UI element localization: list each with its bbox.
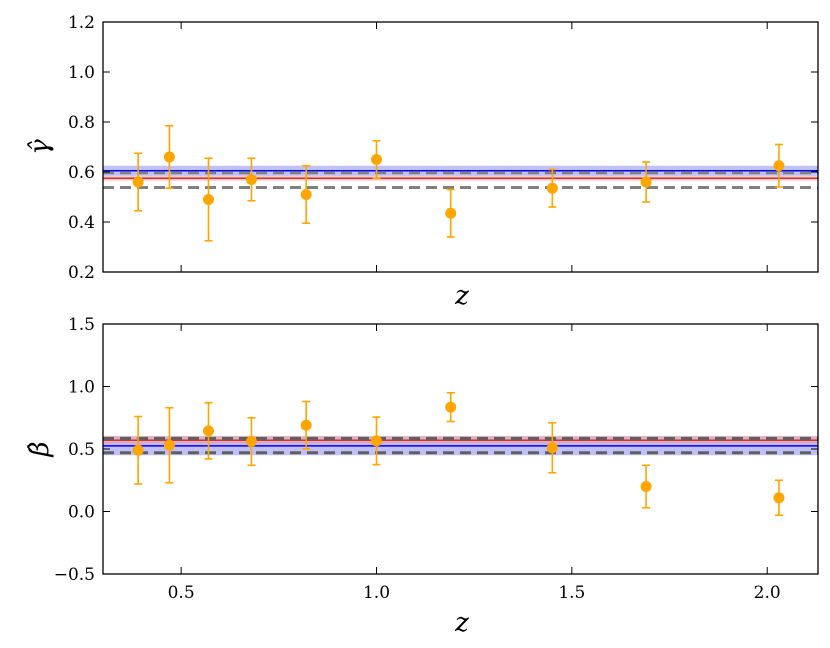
y-axis-label: β̂	[25, 441, 55, 457]
data-point	[773, 160, 785, 172]
y-tick-label: 0.5	[68, 440, 95, 460]
panel-2: −0.5 0.0 0.5 1.0 1.5 0.5 1.0 1.5 2.0 z β̂	[25, 315, 819, 638]
x-tick-label: 0.5	[168, 583, 195, 603]
y-tick-label: 1.5	[68, 315, 95, 335]
data-point	[546, 182, 558, 194]
data-point	[132, 176, 144, 188]
data-point	[163, 439, 175, 451]
y-tick-label: 0.4	[68, 213, 95, 233]
x-tick-label: 1.5	[558, 583, 585, 603]
data-point	[546, 442, 558, 454]
data-point	[445, 401, 457, 413]
x-axis-label: z	[454, 608, 469, 638]
data-point	[370, 154, 382, 165]
data-point	[245, 174, 257, 185]
data-point	[370, 435, 382, 447]
y-tick-label: 0.0	[68, 503, 95, 523]
axes-frame	[102, 21, 819, 273]
data-point	[202, 425, 214, 437]
x-tick-label: 2.0	[754, 583, 781, 603]
y-tick-label: 0.2	[68, 263, 95, 283]
panel-1: 0.2 0.4 0.6 0.8 1.0 1.2 z γ̂	[25, 13, 819, 311]
data-point	[640, 176, 652, 188]
data-point	[202, 194, 214, 205]
x-tick-label: 1.0	[363, 583, 390, 603]
data-point	[300, 189, 312, 200]
y-tick-label: 1.2	[68, 13, 95, 33]
data-point	[132, 444, 144, 456]
y-axis-label: γ̂	[25, 139, 55, 155]
y-tick-label: 0.8	[68, 113, 95, 133]
data-point	[163, 151, 175, 163]
data-point	[773, 492, 785, 504]
data-point	[300, 419, 312, 431]
y-tick-label: 1.0	[68, 378, 95, 398]
data-point	[245, 436, 257, 447]
x-axis-label: z	[454, 281, 469, 311]
data-point	[445, 207, 457, 219]
y-tick-label: 0.6	[68, 163, 95, 183]
y-tick-label: −0.5	[54, 565, 95, 585]
plot-area	[103, 124, 818, 242]
y-tick-label: 1.0	[68, 63, 95, 83]
plot-area	[103, 391, 818, 517]
data-point	[640, 481, 652, 492]
